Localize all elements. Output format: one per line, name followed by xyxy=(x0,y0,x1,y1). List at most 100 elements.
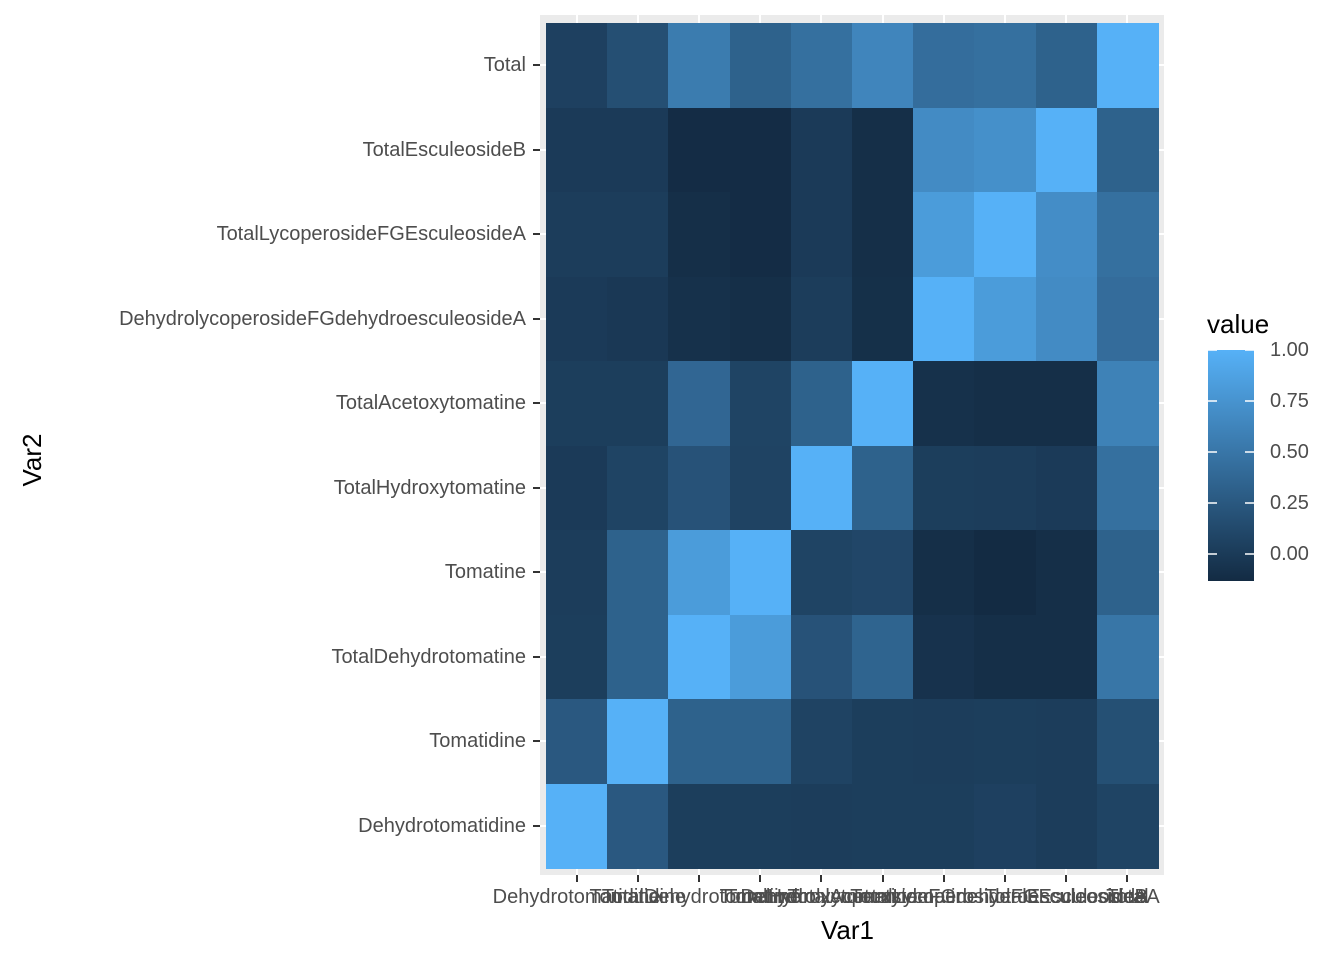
y-tick-label: TotalHydroxytomatine xyxy=(333,476,526,499)
heatmap-cell xyxy=(1035,361,1098,447)
heatmap-cell xyxy=(913,445,975,531)
legend-tick-label: 0.50 xyxy=(1270,441,1309,464)
heatmap-cell xyxy=(607,445,669,531)
heatmap-cell xyxy=(546,699,608,785)
x-tick-label: Dehydrotomatidine xyxy=(492,886,661,908)
heatmap-cell xyxy=(546,614,608,700)
legend-tick-mark xyxy=(1208,400,1217,403)
heatmap-cell xyxy=(1035,276,1098,362)
heatmap-cell xyxy=(790,276,853,362)
x-tick-mark xyxy=(1004,875,1006,882)
legend-tick-label: 0.25 xyxy=(1270,492,1309,515)
heatmap-cell xyxy=(546,530,608,616)
heatmap-cell xyxy=(1096,107,1159,193)
heatmap-tiles xyxy=(546,23,1159,869)
heatmap-cell xyxy=(607,361,669,447)
legend-colorbar xyxy=(1208,350,1254,581)
y-tick-label: TotalLycoperosideFGEsculeosideA xyxy=(216,223,526,246)
legend-tick-mark xyxy=(1245,502,1254,505)
heatmap-cell xyxy=(790,107,853,193)
heatmap-cell xyxy=(852,192,914,278)
heatmap-cell xyxy=(668,107,731,193)
heatmap-cell xyxy=(974,192,1037,278)
heatmap-cell xyxy=(790,445,853,531)
x-tick-mark xyxy=(636,875,639,882)
heatmap-cell xyxy=(1035,23,1098,109)
heatmap-cell xyxy=(729,783,792,869)
y-tick-mark xyxy=(533,64,540,67)
heatmap-cell xyxy=(852,107,914,193)
x-tick-mark xyxy=(698,875,700,882)
heatmap-cell xyxy=(729,445,792,531)
heatmap-cell xyxy=(974,445,1037,531)
heatmap-cell xyxy=(546,361,608,447)
x-tick-mark xyxy=(1065,875,1068,882)
heatmap-cell xyxy=(1035,614,1098,700)
heatmap-cell xyxy=(1096,192,1159,278)
legend-tick-label: 1.00 xyxy=(1270,339,1309,361)
heatmap-cell xyxy=(974,699,1037,785)
heatmap-cell xyxy=(546,23,608,109)
heatmap-cell xyxy=(1096,361,1159,447)
heatmap-cell xyxy=(852,614,914,700)
heatmap-cell xyxy=(974,614,1037,700)
heatmap-cell xyxy=(1096,445,1159,531)
heatmap-cell xyxy=(852,530,914,616)
legend-tick-label: 0.00 xyxy=(1270,543,1309,566)
legend-title: value xyxy=(1207,309,1270,339)
heatmap-cell xyxy=(790,192,853,278)
y-tick-label: TotalAcetoxytomatine xyxy=(335,392,526,415)
y-tick-mark xyxy=(533,824,540,827)
x-tick-label: DehydrolycoperosideFGdehydroesculeosideA xyxy=(740,886,1148,908)
heatmap-cell xyxy=(1096,23,1159,109)
heatmap-cell xyxy=(852,276,914,362)
y-tick-mark xyxy=(533,486,540,489)
y-tick-mark xyxy=(533,655,540,658)
x-tick-label: Tomatidine xyxy=(589,886,687,908)
heatmap-cell xyxy=(729,361,792,447)
legend-tick-mark xyxy=(1245,451,1254,454)
x-tick-label: TotalDehydrotomatine xyxy=(601,886,797,908)
heatmap-cell xyxy=(546,192,608,278)
legend-tick-label: 0.75 xyxy=(1270,390,1309,413)
heatmap-cell xyxy=(668,530,731,616)
y-tick-mark xyxy=(533,148,540,151)
y-tick-label: Dehydrotomatidine xyxy=(358,814,526,837)
heatmap-cell xyxy=(974,783,1037,869)
y-tick-mark xyxy=(533,740,540,743)
y-tick-label: TotalDehydrotomatine xyxy=(331,645,526,668)
heatmap-cell xyxy=(1096,276,1159,362)
heatmap-cell xyxy=(607,192,669,278)
heatmap-cell xyxy=(852,23,914,109)
heatmap-cell xyxy=(546,276,608,362)
x-tick-label: TotalEsculeosideB xyxy=(984,886,1148,908)
heatmap-cell xyxy=(729,107,792,193)
heatmap-cell xyxy=(1096,614,1159,700)
y-axis-title: Var2 xyxy=(17,433,47,487)
heatmap-cell xyxy=(852,699,914,785)
y-tick-label: Tomatidine xyxy=(429,730,526,753)
legend-tick-mark xyxy=(1208,451,1217,454)
heatmap-cell xyxy=(1035,530,1098,616)
y-tick-mark xyxy=(533,317,540,320)
y-tick-label: Tomatine xyxy=(444,561,526,584)
heatmap-cell xyxy=(729,23,792,109)
legend-tick-mark xyxy=(1208,553,1217,556)
legend-tick-mark xyxy=(1245,553,1254,556)
y-tick-label: TotalEsculeosideB xyxy=(362,138,526,161)
heatmap-cell xyxy=(913,107,975,193)
heatmap-cell xyxy=(668,699,731,785)
heatmap-cell xyxy=(790,361,853,447)
heatmap-cell xyxy=(729,699,792,785)
heatmap-cell xyxy=(607,23,669,109)
heatmap-cell xyxy=(668,361,731,447)
legend-tick-mark xyxy=(1245,400,1254,403)
heatmap-cell xyxy=(852,445,914,531)
x-tick-mark xyxy=(759,875,762,882)
x-tick-mark xyxy=(881,875,884,882)
heatmap-cell xyxy=(729,614,792,700)
x-tick-label: TotalHydroxytomatine xyxy=(725,886,918,908)
heatmap-cell xyxy=(974,23,1037,109)
y-tick-mark xyxy=(533,402,540,405)
heatmap-cell xyxy=(1096,783,1159,869)
